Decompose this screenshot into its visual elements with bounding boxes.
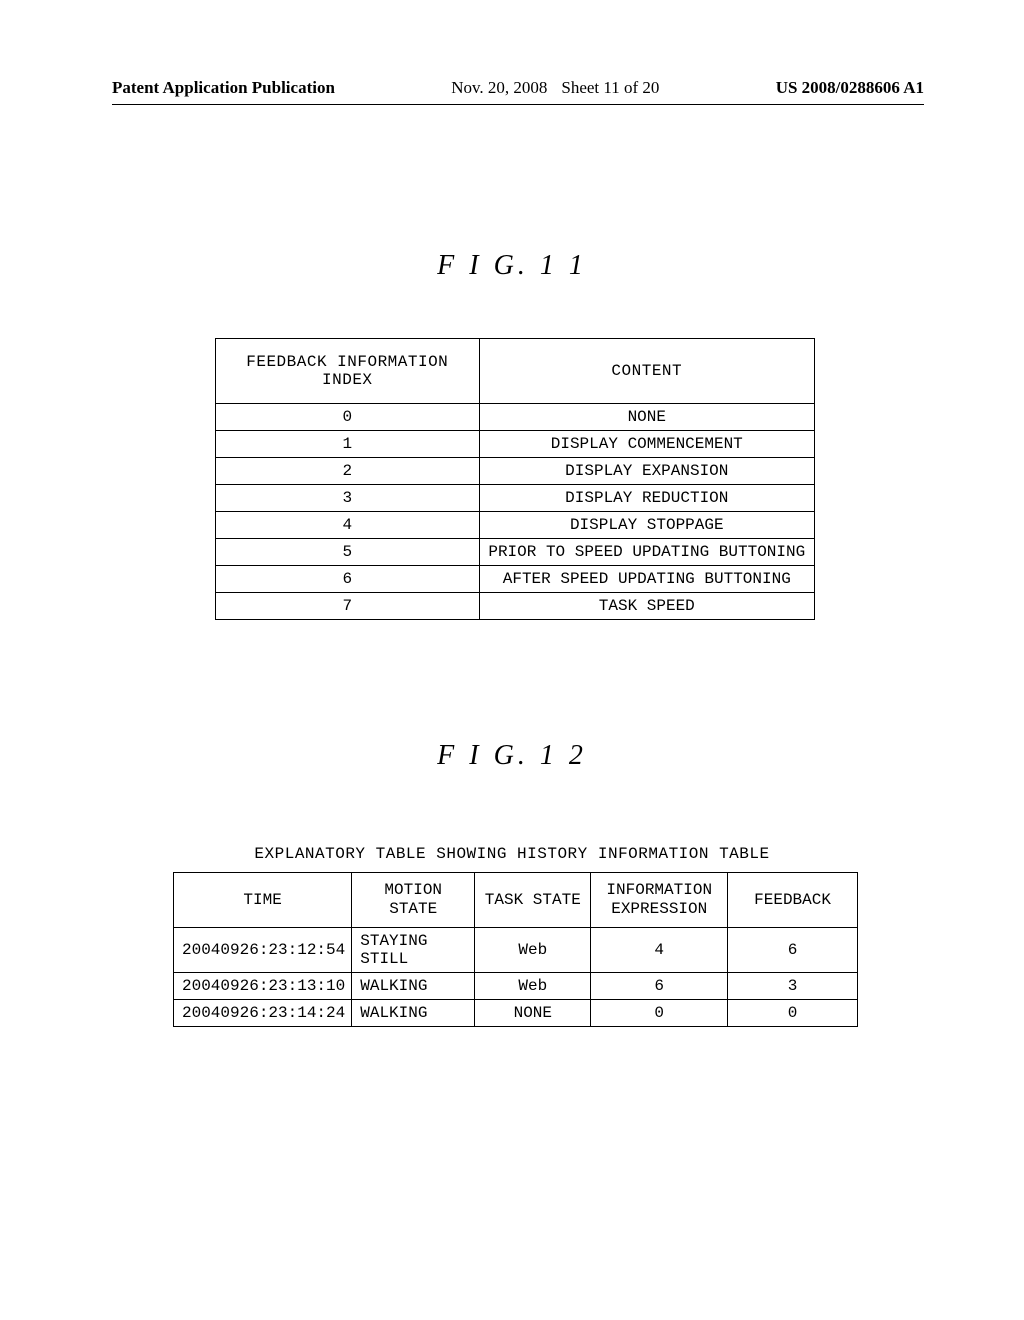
figure-12-caption: EXPLANATORY TABLE SHOWING HISTORY INFORM…: [0, 845, 1024, 863]
table1-cell-index: 5: [216, 539, 480, 566]
table2-cell-motion: WALKING: [352, 1000, 475, 1027]
publication-number: US 2008/0288606 A1: [776, 78, 924, 98]
figure-12-label: F I G. 1 2: [0, 740, 1024, 772]
table1-cell-content: NONE: [479, 404, 814, 431]
table2-cell-motion: WALKING: [352, 973, 475, 1000]
table1-row: 6AFTER SPEED UPDATING BUTTONING: [216, 566, 815, 593]
table2-cell-feedback: 6: [728, 928, 858, 973]
table1-cell-index: 3: [216, 485, 480, 512]
table1-row: 3DISPLAY REDUCTION: [216, 485, 815, 512]
table1-cell-index: 7: [216, 593, 480, 620]
table1-row: 1DISPLAY COMMENCEMENT: [216, 431, 815, 458]
table1-row: 2DISPLAY EXPANSION: [216, 458, 815, 485]
table1-cell-index: 6: [216, 566, 480, 593]
table1-cell-index: 4: [216, 512, 480, 539]
table2-row: 20040926:23:14:24WALKINGNONE00: [174, 1000, 858, 1027]
table2-cell-feedback: 0: [728, 1000, 858, 1027]
table2-row: 20040926:23:12:54STAYING STILLWeb46: [174, 928, 858, 973]
table2-cell-time: 20040926:23:12:54: [174, 928, 352, 973]
table2-cell-info: 0: [591, 1000, 728, 1027]
table2-header-cell: MOTION STATE: [352, 873, 475, 928]
table1-cell-content: DISPLAY REDUCTION: [479, 485, 814, 512]
table2-cell-time: 20040926:23:14:24: [174, 1000, 352, 1027]
table2-header-cell: TASK STATE: [475, 873, 591, 928]
table2-cell-feedback: 3: [728, 973, 858, 1000]
table1-cell-content: DISPLAY STOPPAGE: [479, 512, 814, 539]
figure-11-table: FEEDBACK INFORMATION INDEX CONTENT 0NONE…: [215, 338, 815, 620]
table1-cell-content: DISPLAY COMMENCEMENT: [479, 431, 814, 458]
table1-cell-content: TASK SPEED: [479, 593, 814, 620]
table1-row: 0NONE: [216, 404, 815, 431]
table2-cell-task: NONE: [475, 1000, 591, 1027]
figure-11-label: F I G. 1 1: [0, 250, 1024, 282]
table1-cell-index: 1: [216, 431, 480, 458]
table2-cell-motion: STAYING STILL: [352, 928, 475, 973]
table1-cell-content: AFTER SPEED UPDATING BUTTONING: [479, 566, 814, 593]
table1-cell-index: 0: [216, 404, 480, 431]
table1-cell-content: DISPLAY EXPANSION: [479, 458, 814, 485]
sheet-number: Sheet 11 of 20: [561, 78, 659, 98]
table2-cell-time: 20040926:23:13:10: [174, 973, 352, 1000]
table1-row: 4DISPLAY STOPPAGE: [216, 512, 815, 539]
table2-header-cell: INFORMATIONEXPRESSION: [591, 873, 728, 928]
table1-header-content: CONTENT: [479, 339, 814, 404]
table2-cell-info: 6: [591, 973, 728, 1000]
table2-header-cell: FEEDBACK: [728, 873, 858, 928]
publication-label: Patent Application Publication: [112, 78, 335, 98]
table1-cell-content: PRIOR TO SPEED UPDATING BUTTONING: [479, 539, 814, 566]
page-header: Patent Application Publication Nov. 20, …: [112, 78, 924, 105]
publication-date: Nov. 20, 2008: [451, 78, 547, 98]
table2-header-cell: TIME: [174, 873, 352, 928]
table1-row: 5PRIOR TO SPEED UPDATING BUTTONING: [216, 539, 815, 566]
table2-cell-info: 4: [591, 928, 728, 973]
table2-cell-task: Web: [475, 973, 591, 1000]
figure-12-table: TIMEMOTION STATETASK STATEINFORMATIONEXP…: [173, 872, 858, 1027]
table1-header-index: FEEDBACK INFORMATION INDEX: [216, 339, 480, 404]
table1-row: 7TASK SPEED: [216, 593, 815, 620]
table2-cell-task: Web: [475, 928, 591, 973]
table2-row: 20040926:23:13:10WALKINGWeb63: [174, 973, 858, 1000]
table1-cell-index: 2: [216, 458, 480, 485]
